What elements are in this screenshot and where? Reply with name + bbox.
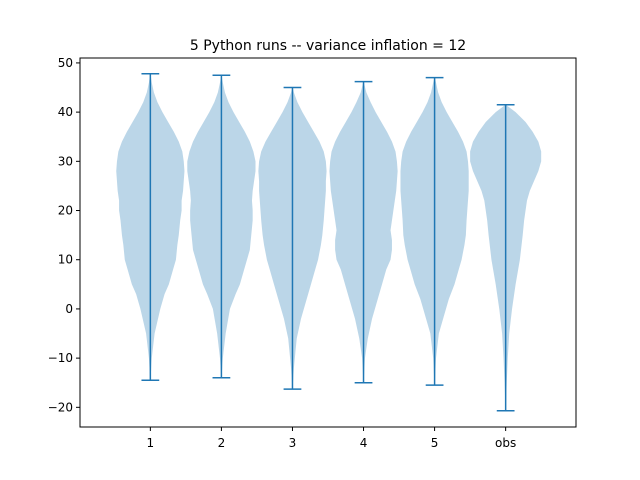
x-tick-label-2: 2 <box>218 436 226 450</box>
plot-area: 1 2 3 4 5 obs −20 −10 0 10 20 30 40 50 <box>48 56 542 450</box>
y-tick-label-20: 20 <box>58 204 73 218</box>
chart-title: 5 Python runs -- variance inflation = 12 <box>190 38 466 54</box>
y-tick-label-0: 0 <box>65 302 73 316</box>
y-tick-label-10: 10 <box>58 253 73 267</box>
x-tick-label-5: 5 <box>431 436 439 450</box>
x-tick-label-1: 1 <box>147 436 155 450</box>
y-tick-label-40: 40 <box>58 105 73 119</box>
y-tick-label-50: 50 <box>58 56 73 70</box>
x-tick-label-4: 4 <box>360 436 368 450</box>
y-tick-label--20: −20 <box>48 400 73 414</box>
x-tick-label-3: 3 <box>289 436 297 450</box>
x-tick-label-obs: obs <box>495 436 516 450</box>
y-tick-label-30: 30 <box>58 154 73 168</box>
axes-frame <box>79 57 577 428</box>
y-tick-label--10: −10 <box>48 351 73 365</box>
